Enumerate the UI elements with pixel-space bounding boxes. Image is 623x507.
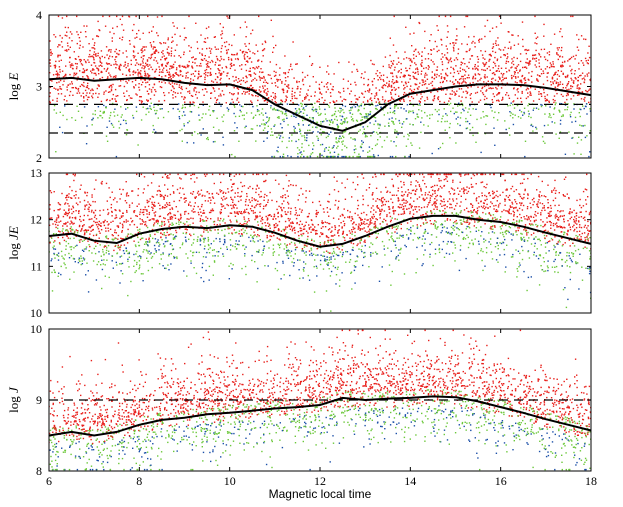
y-tick-label: 10 (30, 322, 42, 336)
panel-log-j: 8 9 10 log J (6, 322, 592, 478)
scatter-points (49, 15, 591, 158)
scatter-points (49, 329, 591, 471)
y-tick-label: 2 (36, 151, 42, 165)
y-axis-label: log E (6, 73, 21, 101)
y-tick-label: 3 (36, 80, 42, 94)
panel-log-je: 10 11 12 13 log JE (6, 166, 592, 320)
y-tick-label: 11 (30, 259, 42, 273)
median-curve (48, 76, 592, 132)
plot-frame (48, 14, 592, 159)
y-tick-label: 4 (36, 8, 42, 22)
y-axis-label: log J (6, 386, 21, 413)
panel-log-e: 2 3 4 log E (6, 8, 592, 165)
x-tick-labels: 6 8 10 12 14 16 18 (46, 474, 597, 488)
x-tick-label: 8 (136, 474, 142, 488)
x-tick-label: 12 (314, 474, 326, 488)
y-tick-label: 8 (36, 464, 42, 478)
x-tick-label: 10 (224, 474, 236, 488)
y-tick-label: 9 (36, 393, 42, 407)
x-tick-label: 16 (495, 474, 507, 488)
y-axis-label: log JE (6, 226, 21, 260)
median-curve (48, 214, 592, 248)
x-tick-label: 18 (585, 474, 597, 488)
x-axis-label: Magnetic local time (269, 487, 372, 501)
x-tick-label: 6 (46, 474, 52, 488)
y-tick-label: 12 (30, 213, 42, 227)
scatter-points (49, 173, 591, 312)
x-tick-label: 14 (404, 474, 416, 488)
median-curve (48, 395, 592, 437)
y-tick-label: 13 (30, 166, 42, 180)
y-tick-label: 10 (30, 306, 42, 320)
